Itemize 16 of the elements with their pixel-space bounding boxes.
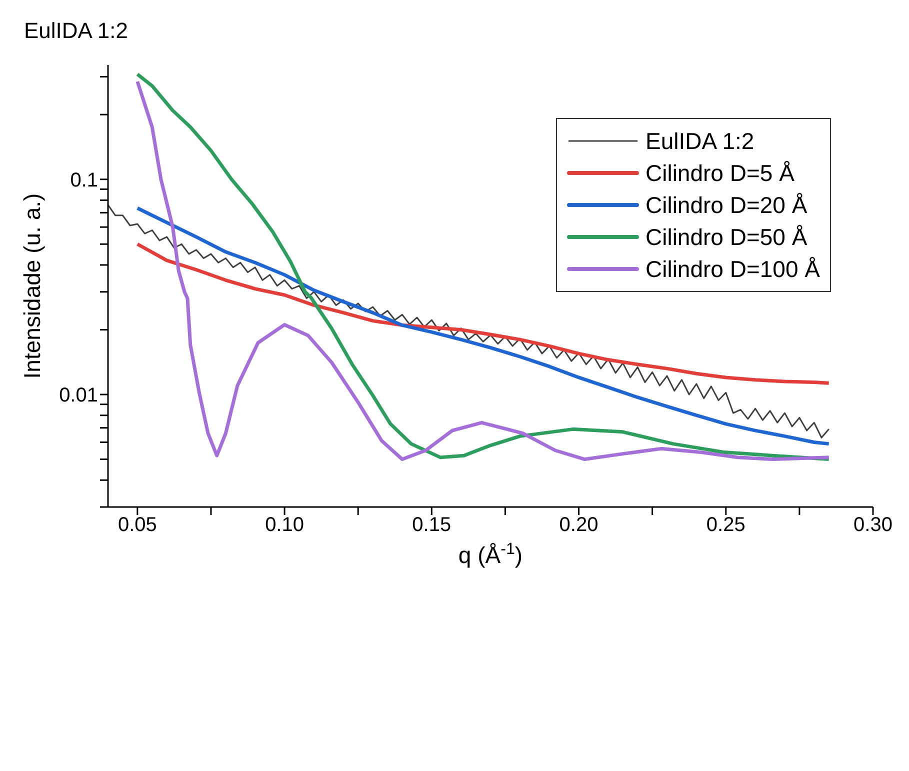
x-tick-label: 0.10 <box>265 514 304 536</box>
x-tick-label: 0.05 <box>118 514 157 536</box>
y-axis-title: Intensidade (u. a.) <box>19 193 45 379</box>
legend-label: Cilindro D=20 Å <box>645 191 808 220</box>
y-tick-label: 0.1 <box>70 169 98 192</box>
x-tick-label: 0.25 <box>706 514 746 536</box>
chart-title: EulIDA 1:2 <box>24 18 128 44</box>
legend-label: Cilindro D=100 Å <box>645 255 820 284</box>
x-tick-label: 0.15 <box>412 514 452 536</box>
x-tick-label: 0.20 <box>559 514 598 536</box>
legend-label: EulIDA 1:2 <box>645 127 754 156</box>
x-axis-title: q (Å$^{-1}$) <box>458 540 523 568</box>
legend-label: Cilindro D=5 Å <box>645 159 794 188</box>
y-tick-label: 0.01 <box>59 384 98 407</box>
x-tick-label: 0.30 <box>854 514 892 536</box>
legend-label: Cilindro D=50 Å <box>645 223 808 252</box>
